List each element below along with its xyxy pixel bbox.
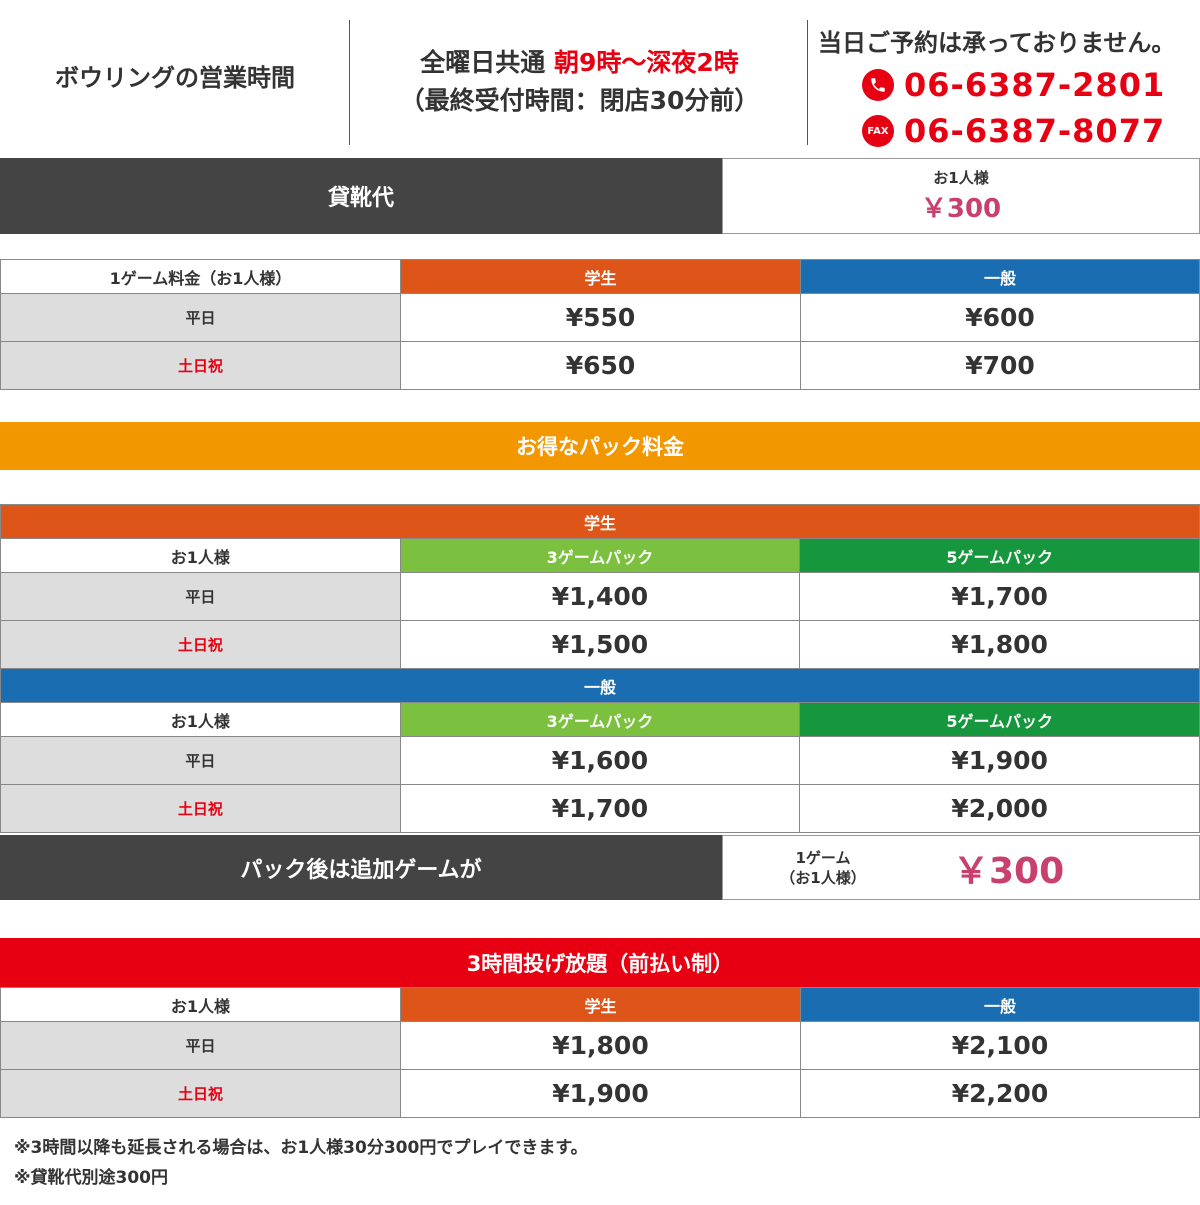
- shoe-rental-price-cell: お1人様 ￥300: [722, 158, 1200, 234]
- weekday-label: 平日: [0, 736, 401, 785]
- table-header-row: お1人様 3ゲームパック 5ゲームパック: [0, 538, 1200, 573]
- extra-game-row: パック後は追加ゲームが 1ゲーム （お1人様） ￥300: [0, 835, 1200, 900]
- hours-note: （最終受付時間：閉店30分前）: [399, 86, 760, 115]
- weekend-label: 土日祝: [0, 341, 401, 390]
- weekday-label: 平日: [0, 1021, 401, 1070]
- weekday-label: 平日: [0, 572, 401, 621]
- hours-prefix: 全曜日共通: [420, 48, 546, 77]
- contact-info: 当日ご予約は承っておりません。 06-6387-2801 FAX 06-6387…: [810, 24, 1200, 154]
- hours-time: 朝9時〜深夜2時: [553, 48, 739, 77]
- price-cell: ¥1,900: [400, 1069, 801, 1118]
- column-header: お1人様: [0, 702, 401, 737]
- table-row: 土日祝 ¥1,500 ¥1,800: [0, 620, 1200, 669]
- weekend-label: 土日祝: [0, 1069, 401, 1118]
- student-band: 学生: [0, 504, 1200, 539]
- unlimited-table: お1人様 学生 一般 平日 ¥1,800 ¥2,100 土日祝 ¥1,900 ¥…: [0, 987, 1200, 1118]
- phone-icon: [862, 69, 894, 101]
- weekend-label: 土日祝: [0, 620, 401, 669]
- price-cell: ¥600: [800, 293, 1200, 342]
- fax-line: FAX 06-6387-8077: [810, 108, 1200, 154]
- extra-game-unit: 1ゲーム （お1人様）: [723, 848, 923, 888]
- phone-line[interactable]: 06-6387-2801: [810, 62, 1200, 108]
- price-cell: ¥1,700: [399, 784, 801, 833]
- column-header: 1ゲーム料金（お1人様）: [0, 259, 401, 294]
- shoe-rental-label: 貸靴代: [0, 158, 722, 234]
- extra-game-label: パック後は追加ゲームが: [0, 835, 722, 900]
- price-cell: ¥2,200: [800, 1069, 1200, 1118]
- column-header-5game: 5ゲームパック: [799, 538, 1200, 573]
- table-row: 平日 ¥1,400 ¥1,700: [0, 572, 1200, 621]
- weekend-label: 土日祝: [0, 784, 401, 833]
- table-row: 平日 ¥1,600 ¥1,900: [0, 736, 1200, 785]
- extra-game-price-cell: 1ゲーム （お1人様） ￥300: [722, 835, 1200, 900]
- one-game-label: 1ゲーム: [795, 848, 851, 867]
- price-cell: ¥2,100: [800, 1021, 1200, 1070]
- footnote: ※貸靴代別途300円: [14, 1168, 169, 1188]
- divider: [807, 20, 808, 145]
- price-cell: ¥1,400: [399, 572, 801, 621]
- game-fee-table: 1ゲーム料金（お1人様） 学生 一般 平日 ¥550 ¥600 土日祝 ¥650…: [0, 259, 1200, 390]
- divider: [349, 20, 350, 145]
- price-cell: ¥1,800: [799, 620, 1200, 669]
- weekday-label: 平日: [0, 293, 401, 342]
- column-header: お1人様: [0, 987, 401, 1022]
- column-header-3game: 3ゲームパック: [399, 538, 801, 573]
- price-cell: ¥1,900: [799, 736, 1200, 785]
- column-header-5game: 5ゲームパック: [799, 702, 1200, 737]
- unlimited-title-banner: 3時間投げ放題（前払い制）: [0, 938, 1200, 988]
- footnote: ※3時間以降も延長される場合は、お1人様30分300円でプレイできます。: [14, 1138, 588, 1158]
- reservation-notice: 当日ご予約は承っておりません。: [818, 29, 1176, 57]
- price-cell: ¥1,800: [400, 1021, 801, 1070]
- table-header-row: お1人様 3ゲームパック 5ゲームパック: [0, 702, 1200, 737]
- shoe-rental-row: 貸靴代 お1人様 ￥300: [0, 158, 1200, 234]
- fax-icon: FAX: [862, 115, 894, 147]
- pack-table: 学生 お1人様 3ゲームパック 5ゲームパック 平日 ¥1,400 ¥1,700…: [0, 504, 1200, 833]
- table-header-row: 1ゲーム料金（お1人様） 学生 一般: [0, 259, 1200, 294]
- price-cell: ¥2,000: [799, 784, 1200, 833]
- shoe-rental-price: ￥300: [920, 194, 1002, 224]
- per-person-label: お1人様: [933, 169, 989, 187]
- hours-label: ボウリングの営業時間: [55, 64, 295, 92]
- price-cell: ¥700: [800, 341, 1200, 390]
- price-cell: ¥650: [400, 341, 801, 390]
- fax-number: 06-6387-8077: [904, 112, 1166, 150]
- table-row: 平日 ¥1,800 ¥2,100: [0, 1021, 1200, 1070]
- table-header-row: お1人様 学生 一般: [0, 987, 1200, 1022]
- price-cell: ¥1,700: [799, 572, 1200, 621]
- price-cell: ¥550: [400, 293, 801, 342]
- extra-game-price: ￥300: [953, 850, 1065, 892]
- phone-number[interactable]: 06-6387-2801: [904, 66, 1166, 104]
- per-person-label: （お1人様）: [780, 868, 866, 887]
- band-row: 学生: [0, 504, 1200, 539]
- pack-title-banner: お得なパック料金: [0, 422, 1200, 470]
- table-row: 平日 ¥550 ¥600: [0, 293, 1200, 342]
- column-header-3game: 3ゲームパック: [399, 702, 801, 737]
- table-row: 土日祝 ¥1,900 ¥2,200: [0, 1069, 1200, 1118]
- column-header-general: 一般: [800, 987, 1200, 1022]
- hours-line: 全曜日共通 朝9時〜深夜2時: [352, 44, 807, 82]
- band-row: 一般: [0, 668, 1200, 703]
- price-cell: ¥1,600: [399, 736, 801, 785]
- column-header: お1人様: [0, 538, 401, 573]
- hours-header: ボウリングの営業時間 全曜日共通 朝9時〜深夜2時 （最終受付時間：閉店30分前…: [0, 0, 1200, 160]
- column-header-student: 学生: [400, 987, 801, 1022]
- table-row: 土日祝 ¥1,700 ¥2,000: [0, 784, 1200, 833]
- price-cell: ¥1,500: [399, 620, 801, 669]
- footnotes: ※3時間以降も延長される場合は、お1人様30分300円でプレイできます。 ※貸靴…: [14, 1133, 588, 1193]
- table-row: 土日祝 ¥650 ¥700: [0, 341, 1200, 390]
- column-header-general: 一般: [800, 259, 1200, 294]
- general-band: 一般: [0, 668, 1200, 703]
- hours-info: 全曜日共通 朝9時〜深夜2時 （最終受付時間：閉店30分前）: [352, 44, 807, 120]
- column-header-student: 学生: [400, 259, 801, 294]
